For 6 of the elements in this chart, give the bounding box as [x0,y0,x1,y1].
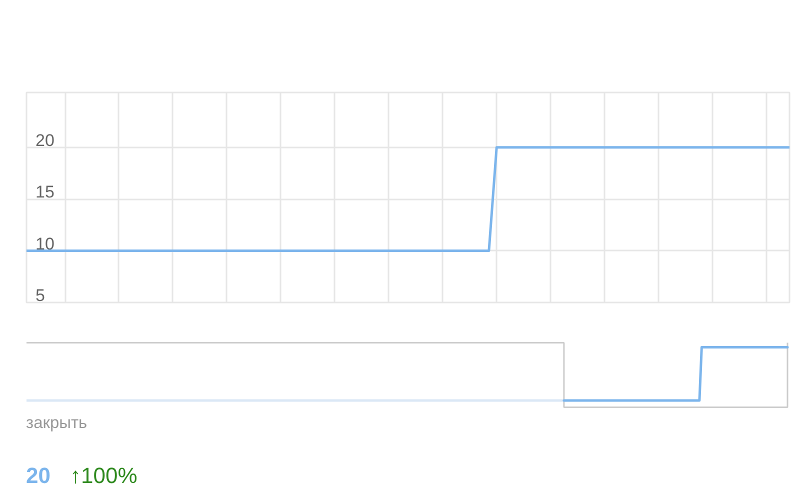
y-tick-label: 20 [36,130,54,150]
y-tick-label: 15 [36,182,54,202]
text: закрыть [26,414,88,432]
y-tick-label: 5 [36,286,45,305]
text: ↑100% [70,463,138,488]
y-tick-label: 10 [36,234,54,254]
